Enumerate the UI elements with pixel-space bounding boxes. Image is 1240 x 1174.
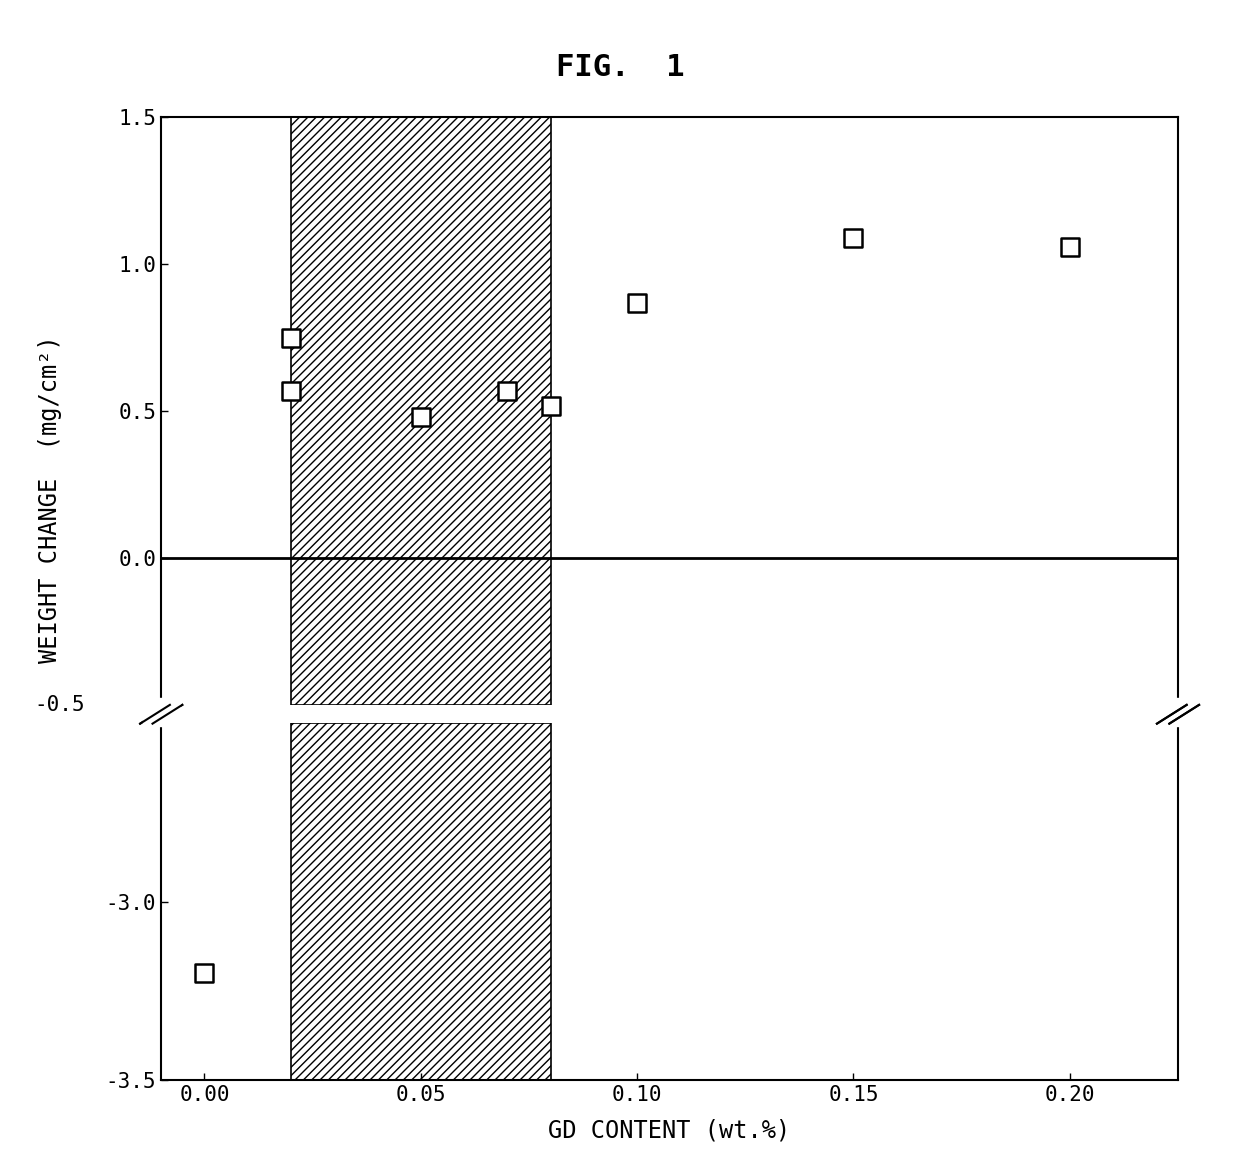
Point [281,329,301,348]
Point [843,229,863,248]
Text: FIG.  1: FIG. 1 [556,53,684,82]
Text: 1100°C/1h - RT/30min: 1100°C/1h - RT/30min [304,883,556,905]
Point [1060,237,1080,256]
Text: WEIGHT CHANGE  (mg/cm²): WEIGHT CHANGE (mg/cm²) [37,336,62,663]
Text: -0.5: -0.5 [35,695,86,715]
Point [195,964,215,983]
Text: EXAMPLES 1 TO 4: EXAMPLES 1 TO 4 [343,903,506,920]
Point [410,407,430,426]
Point [541,396,560,414]
Point [281,382,301,400]
Point [627,294,647,312]
Bar [291,117,551,706]
Point [497,382,517,400]
X-axis label: GD CONTENT (wt.%): GD CONTENT (wt.%) [548,1119,791,1142]
Bar [291,723,551,1080]
